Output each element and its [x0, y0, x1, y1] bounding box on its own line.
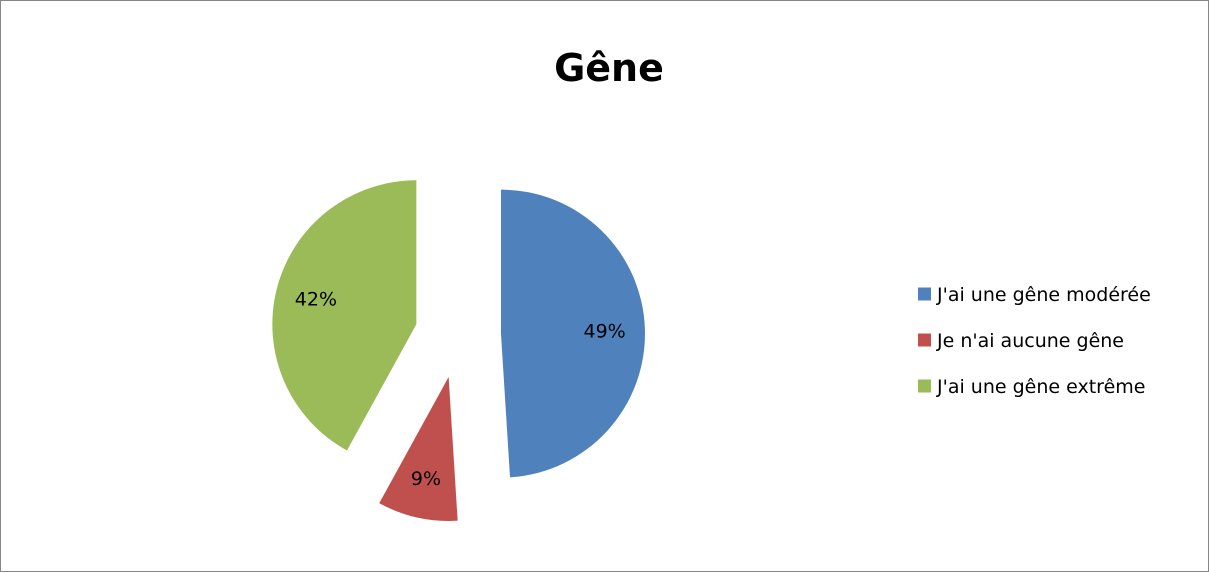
legend: J'ai une gêne modérée Je n'ai aucune gêne…	[918, 284, 1151, 398]
legend-label-extreme: J'ai une gêne extrême	[936, 376, 1145, 398]
legend-label-moderate: J'ai une gêne modérée	[936, 284, 1151, 306]
legend-swatch-moderate	[918, 287, 931, 301]
data-label-moderate: 49%	[583, 320, 625, 342]
data-labels: 49% 9% 42%	[295, 289, 626, 491]
pie-slice-moderate	[500, 189, 645, 478]
data-label-extreme: 42%	[295, 289, 337, 311]
chart-title: Gêne	[554, 46, 664, 90]
legend-swatch-none	[918, 333, 931, 347]
pie-slice-none	[379, 376, 458, 521]
data-label-none: 9%	[411, 468, 441, 490]
pie-slices	[272, 180, 645, 521]
legend-label-none: Je n'ai aucune gêne	[936, 330, 1124, 352]
legend-swatch-extreme	[918, 379, 931, 393]
pie-slice-extreme	[272, 180, 417, 451]
